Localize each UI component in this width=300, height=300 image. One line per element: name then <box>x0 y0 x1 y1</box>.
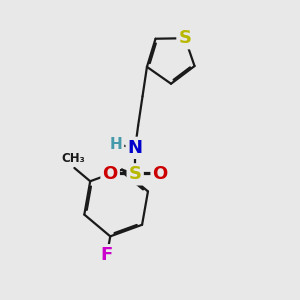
Text: H: H <box>110 137 122 152</box>
Text: N: N <box>128 139 143 157</box>
Text: S: S <box>178 29 191 47</box>
Text: F: F <box>101 246 113 264</box>
Text: S: S <box>129 165 142 183</box>
Text: O: O <box>103 165 118 183</box>
Text: O: O <box>153 165 168 183</box>
Text: CH₃: CH₃ <box>61 152 85 165</box>
